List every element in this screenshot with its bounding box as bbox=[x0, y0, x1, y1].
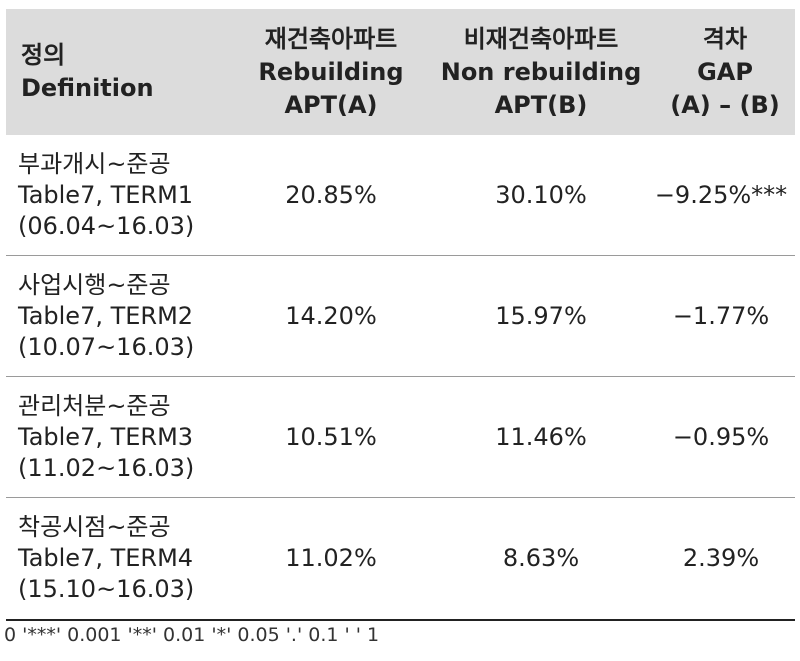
header-text: Definition bbox=[21, 74, 154, 102]
significance-note: 0 '***' 0.001 '**' 0.01 '*' 0.05 '.' 0.1… bbox=[4, 624, 380, 646]
table-row: 관리처분~준공 Table7, TERM3 (11.02~16.03) 10.5… bbox=[6, 377, 795, 498]
definition-text: Table7, TERM4 bbox=[18, 544, 194, 572]
definition-cell: 착공시점~준공 Table7, TERM4 (15.10~16.03) bbox=[18, 498, 194, 619]
definition-cell: 사업시행~준공 Table7, TERM2 (10.07~16.03) bbox=[18, 256, 194, 376]
header-text: 재건축아파트 bbox=[264, 24, 398, 53]
header-text: APT(A) bbox=[284, 90, 378, 119]
header-text: 정의 bbox=[21, 41, 66, 69]
header-text: Non rebuilding bbox=[440, 57, 642, 86]
gap-value: 2.39% bbox=[682, 544, 760, 572]
definition-text: 착공시점~준공 bbox=[18, 513, 171, 541]
definition-cell: 관리처분~준공 Table7, TERM3 (11.02~16.03) bbox=[18, 377, 194, 497]
header-text: Rebuilding bbox=[258, 57, 404, 86]
table-row: 사업시행~준공 Table7, TERM2 (10.07~16.03) 14.2… bbox=[6, 256, 795, 377]
definition-text: 부과개시~준공 bbox=[18, 149, 171, 178]
non-rebuilding-value: 15.97% bbox=[495, 301, 587, 330]
header-text: 비재건축아파트 bbox=[463, 24, 619, 53]
rebuilding-value: 14.20% bbox=[285, 301, 377, 330]
gap-value: −9.25%*** bbox=[654, 180, 788, 209]
header-text: 격차 bbox=[702, 24, 748, 53]
definition-text: 관리처분~준공 bbox=[18, 391, 171, 420]
table-row: 착공시점~준공 Table7, TERM4 (15.10~16.03) 11.0… bbox=[6, 498, 795, 621]
header-text: (A) – (B) bbox=[670, 90, 780, 119]
table-row: 부과개시~준공 Table7, TERM1 (06.04~16.03) 20.8… bbox=[6, 135, 795, 256]
header-gap: 격차 GAP (A) – (B) bbox=[666, 9, 784, 135]
data-table: 정의 Definition 재건축아파트 Rebuilding APT(A) 비… bbox=[6, 9, 795, 621]
rebuilding-value: 10.51% bbox=[285, 422, 377, 451]
non-rebuilding-value: 11.46% bbox=[495, 422, 587, 451]
definition-cell: 부과개시~준공 Table7, TERM1 (06.04~16.03) bbox=[18, 135, 194, 255]
definition-text: 사업시행~준공 bbox=[18, 270, 171, 299]
definition-text: (10.07~16.03) bbox=[18, 332, 195, 361]
definition-text: Table7, TERM1 bbox=[18, 180, 194, 209]
header-rebuilding-apt: 재건축아파트 Rebuilding APT(A) bbox=[246, 9, 416, 135]
non-rebuilding-value: 8.63% bbox=[502, 544, 580, 572]
header-definition: 정의 Definition bbox=[21, 9, 154, 135]
definition-text: Table7, TERM2 bbox=[18, 301, 194, 330]
table-header: 정의 Definition 재건축아파트 Rebuilding APT(A) 비… bbox=[6, 9, 795, 135]
rebuilding-value: 11.02% bbox=[285, 544, 377, 572]
non-rebuilding-value: 30.10% bbox=[495, 180, 587, 209]
definition-text: (15.10~16.03) bbox=[18, 575, 195, 603]
rebuilding-value: 20.85% bbox=[285, 180, 377, 209]
gap-value: −0.95% bbox=[672, 422, 770, 451]
header-text: APT(B) bbox=[494, 90, 588, 119]
gap-value: −1.77% bbox=[672, 301, 770, 330]
definition-text: (11.02~16.03) bbox=[18, 453, 195, 482]
header-non-rebuilding-apt: 비재건축아파트 Non rebuilding APT(B) bbox=[426, 9, 656, 135]
definition-text: (06.04~16.03) bbox=[18, 211, 195, 240]
definition-text: Table7, TERM3 bbox=[18, 422, 194, 451]
header-text: GAP bbox=[697, 57, 753, 86]
